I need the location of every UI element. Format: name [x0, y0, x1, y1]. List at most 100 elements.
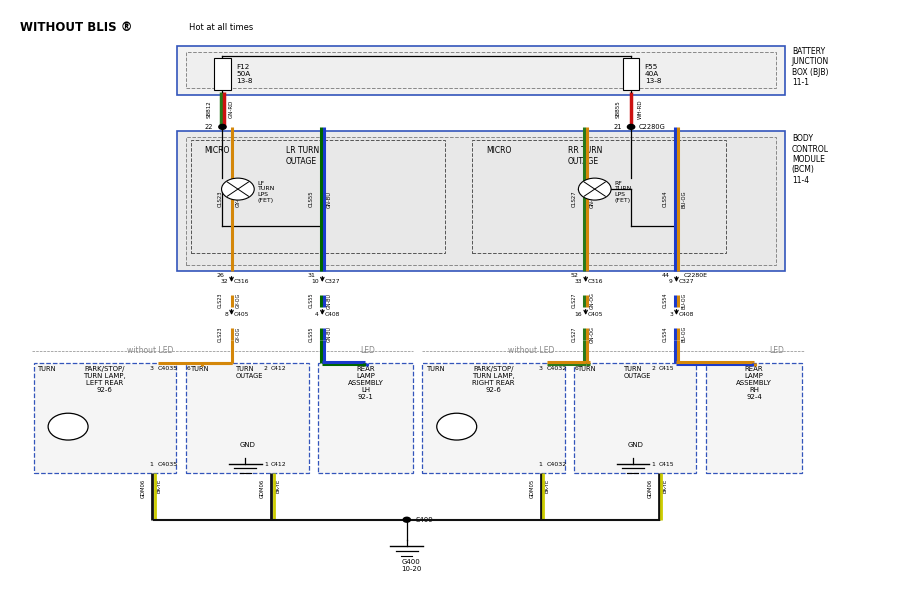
- Text: TURN: TURN: [578, 366, 597, 372]
- Bar: [191, 140, 445, 253]
- Text: GND: GND: [627, 442, 643, 448]
- Text: GN-OG: GN-OG: [590, 292, 596, 309]
- Text: 33: 33: [575, 279, 582, 284]
- Text: BU-OG: BU-OG: [681, 293, 686, 309]
- Text: CLS27: CLS27: [571, 326, 577, 342]
- Bar: [34, 363, 176, 473]
- Text: G400
10-20: G400 10-20: [401, 559, 421, 572]
- Text: CLS23: CLS23: [217, 191, 222, 207]
- Text: C2280G: C2280G: [638, 124, 665, 130]
- Text: TURN: TURN: [38, 366, 56, 372]
- Bar: [186, 52, 776, 88]
- Bar: [472, 140, 726, 253]
- Text: TURN
OUTAGE: TURN OUTAGE: [624, 366, 651, 379]
- Text: 1: 1: [652, 462, 656, 467]
- Text: GDM06: GDM06: [141, 479, 146, 498]
- Text: REAR
LAMP
ASSEMBLY
LH
92-1: REAR LAMP ASSEMBLY LH 92-1: [348, 366, 383, 400]
- Circle shape: [437, 413, 477, 440]
- Circle shape: [219, 124, 226, 129]
- Bar: [574, 363, 696, 473]
- Text: CLS23: CLS23: [217, 326, 222, 342]
- Text: GND: GND: [240, 442, 255, 448]
- Bar: [186, 363, 309, 473]
- Text: S409: S409: [416, 517, 434, 523]
- Text: without LED: without LED: [126, 346, 173, 355]
- Circle shape: [222, 178, 254, 200]
- Text: 1: 1: [538, 462, 542, 467]
- Text: CLS55: CLS55: [308, 191, 313, 207]
- Text: C4032: C4032: [547, 366, 567, 371]
- Text: BK-YE: BK-YE: [156, 479, 162, 493]
- Text: C316: C316: [587, 279, 603, 284]
- Circle shape: [627, 124, 635, 129]
- Text: CLS55: CLS55: [308, 326, 313, 342]
- Text: GY-OG: GY-OG: [236, 191, 242, 207]
- Text: 6: 6: [187, 366, 191, 371]
- Text: SBB55: SBB55: [615, 100, 620, 118]
- Text: 10: 10: [311, 279, 319, 284]
- Text: CLS54: CLS54: [662, 326, 667, 342]
- Text: CLS27: CLS27: [571, 293, 577, 309]
- Text: F12
50A
13-8: F12 50A 13-8: [236, 64, 252, 84]
- Text: 44: 44: [661, 273, 669, 278]
- Bar: [177, 46, 785, 95]
- Text: C412: C412: [271, 366, 286, 371]
- Bar: [318, 363, 413, 473]
- Text: GN-OG: GN-OG: [590, 326, 596, 343]
- Text: 21: 21: [614, 124, 622, 130]
- Text: SBB12: SBB12: [206, 100, 212, 118]
- Text: Hot at all times: Hot at all times: [189, 23, 253, 32]
- Text: TURN: TURN: [191, 366, 209, 372]
- Text: GDM06: GDM06: [260, 479, 265, 498]
- Text: GY-OG: GY-OG: [236, 327, 242, 342]
- Text: PARK/STOP/
TURN LAMP,
LEFT REAR
92-6: PARK/STOP/ TURN LAMP, LEFT REAR 92-6: [84, 366, 126, 393]
- Text: C2280E: C2280E: [684, 273, 707, 278]
- Bar: [186, 137, 776, 265]
- Text: CLS23: CLS23: [217, 293, 222, 309]
- Text: BK-YE: BK-YE: [275, 479, 281, 493]
- Text: CLS55: CLS55: [308, 293, 313, 309]
- Text: BU-OG: BU-OG: [681, 326, 686, 342]
- Text: C4035: C4035: [158, 366, 178, 371]
- Text: GDM06: GDM06: [647, 479, 653, 498]
- Text: 8: 8: [224, 312, 228, 317]
- Text: CLS27: CLS27: [571, 191, 577, 207]
- Text: WITHOUT BLIS ®: WITHOUT BLIS ®: [20, 21, 133, 34]
- Text: LED: LED: [769, 346, 784, 355]
- Text: CLS54: CLS54: [662, 293, 667, 309]
- Text: GN-OG: GN-OG: [590, 190, 596, 208]
- Text: 16: 16: [575, 312, 582, 317]
- Text: C4032: C4032: [547, 462, 567, 467]
- Text: C415: C415: [658, 462, 674, 467]
- Text: BODY
CONTROL
MODULE
(BCM)
11-4: BODY CONTROL MODULE (BCM) 11-4: [792, 134, 829, 185]
- Text: 1: 1: [150, 462, 153, 467]
- Text: 3: 3: [150, 366, 153, 371]
- Text: MICRO: MICRO: [204, 146, 230, 156]
- Text: BK-YE: BK-YE: [545, 479, 550, 493]
- Text: C415: C415: [658, 366, 674, 371]
- Text: RF
TURN
LPS
(FET): RF TURN LPS (FET): [615, 181, 632, 203]
- Circle shape: [403, 517, 410, 522]
- Text: TURN: TURN: [427, 366, 445, 372]
- Bar: [177, 131, 785, 271]
- Text: GN-BU: GN-BU: [327, 190, 332, 208]
- Text: GN-BU: GN-BU: [327, 293, 332, 309]
- Text: C405: C405: [233, 312, 249, 317]
- Text: C408: C408: [678, 312, 694, 317]
- Text: LR TURN
OUTAGE: LR TURN OUTAGE: [286, 146, 320, 166]
- Text: BU-OG: BU-OG: [681, 190, 686, 208]
- Text: 3: 3: [538, 366, 542, 371]
- Bar: [422, 363, 565, 473]
- Text: 22: 22: [205, 124, 213, 130]
- Text: C4035: C4035: [158, 462, 178, 467]
- Text: 52: 52: [570, 273, 578, 278]
- Circle shape: [48, 413, 88, 440]
- Text: 31: 31: [307, 273, 315, 278]
- Text: F55
40A
13-8: F55 40A 13-8: [645, 64, 661, 84]
- Text: MICRO: MICRO: [486, 146, 511, 156]
- Text: LED: LED: [360, 346, 375, 355]
- Text: PARK/STOP/
TURN LAMP,
RIGHT REAR
92-6: PARK/STOP/ TURN LAMP, RIGHT REAR 92-6: [472, 366, 515, 393]
- Text: C327: C327: [324, 279, 340, 284]
- Text: LF
TURN
LPS
(FET): LF TURN LPS (FET): [258, 181, 275, 203]
- Text: C327: C327: [678, 279, 694, 284]
